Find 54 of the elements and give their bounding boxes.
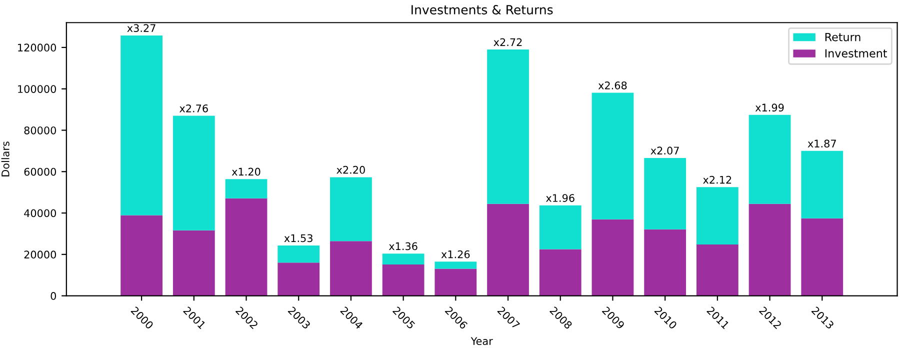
- bar: [748, 114, 791, 204]
- chart-title: Investments & Returns: [412, 5, 553, 14]
- x-axis-title: Year: [470, 337, 493, 346]
- bar: [434, 268, 477, 296]
- y-tick-label: 80000: [24, 126, 56, 134]
- y-tick-label: 40000: [24, 209, 56, 218]
- bar: [278, 246, 320, 263]
- y-tick-label: 60000: [24, 168, 56, 176]
- y-tick-label: 0: [50, 292, 56, 300]
- bar: [801, 150, 844, 218]
- bar: [748, 204, 791, 296]
- data-label: x1.87: [808, 140, 836, 148]
- legend-label: Investment: [825, 49, 887, 58]
- bar: [434, 262, 477, 269]
- data-label: x2.20: [336, 166, 365, 174]
- bar: [172, 230, 215, 296]
- bar: [539, 249, 582, 296]
- bar: [801, 218, 844, 296]
- data-label: x2.12: [703, 176, 732, 184]
- bar: [225, 198, 268, 296]
- data-label: x1.36: [388, 242, 418, 250]
- y-axis-title: Dollars: [1, 142, 10, 176]
- data-label: x1.53: [284, 234, 312, 242]
- data-label: x1.99: [755, 104, 784, 112]
- data-label: x1.26: [441, 250, 470, 258]
- bar: [696, 187, 738, 244]
- bar: [225, 179, 268, 198]
- bar: [696, 244, 738, 296]
- bar: [539, 205, 582, 250]
- bar: [382, 264, 424, 296]
- bar: [330, 241, 372, 296]
- y-tick-label: 100000: [18, 85, 56, 93]
- bar: [644, 158, 686, 230]
- y-tick-label: 20000: [24, 250, 56, 259]
- data-label: x2.07: [650, 146, 679, 155]
- bar: [330, 177, 372, 242]
- data-label: x1.20: [232, 168, 260, 176]
- data-label: x3.27: [127, 24, 156, 32]
- data-label: x2.76: [180, 104, 208, 112]
- y-tick-label: 120000: [18, 44, 56, 52]
- bar: [382, 254, 424, 265]
- data-label: x2.72: [494, 38, 522, 46]
- bar: [487, 50, 529, 204]
- data-label: x2.68: [598, 81, 627, 90]
- bar: [172, 116, 215, 230]
- bar: [278, 262, 320, 296]
- legend-label: Return: [825, 32, 860, 42]
- bar: [120, 215, 162, 296]
- bar: [487, 204, 529, 296]
- bar: [592, 92, 634, 220]
- bar: [644, 229, 686, 296]
- data-label: x1.96: [546, 194, 574, 202]
- bar: [120, 35, 162, 216]
- bar: [592, 219, 634, 296]
